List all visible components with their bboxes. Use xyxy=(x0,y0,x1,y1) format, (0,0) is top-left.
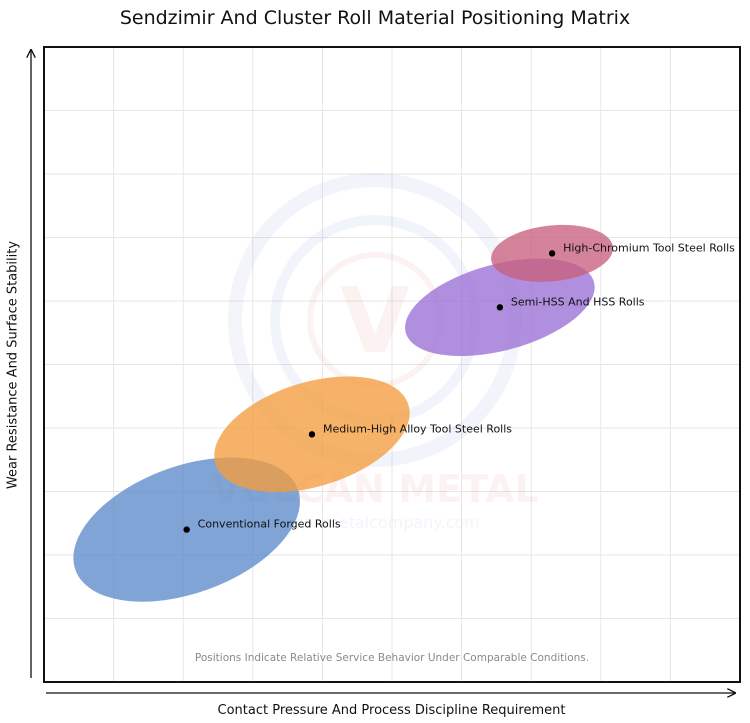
chart-note: Positions Indicate Relative Service Beha… xyxy=(195,652,589,664)
bubble-label: Medium-High Alloy Tool Steel Rolls xyxy=(323,422,512,435)
watermark-logo-letter: V xyxy=(340,269,410,374)
bubble-label: Semi-HSS And HSS Rolls xyxy=(511,295,645,308)
y-axis-label: Wear Resistance And Surface Stability xyxy=(5,240,21,490)
center-point xyxy=(183,526,190,533)
label-layer: Conventional Forged Rolls Medium-High All… xyxy=(183,241,735,533)
grid-lines xyxy=(44,47,740,682)
x-axis-label: Contact Pressure And Process Discipline … xyxy=(217,703,566,718)
center-point xyxy=(548,250,556,257)
plot-frame xyxy=(43,46,741,683)
center-point xyxy=(496,304,504,311)
watermark-url: vulcanmetalcompany.com xyxy=(270,513,479,532)
chart-title: Sendzimir And Cluster Roll Material Posi… xyxy=(119,7,631,29)
center-point xyxy=(308,431,316,438)
bubble-label: High-Chromium Tool Steel Rolls xyxy=(563,241,735,254)
bubble-label: Conventional Forged Rolls xyxy=(198,518,341,531)
